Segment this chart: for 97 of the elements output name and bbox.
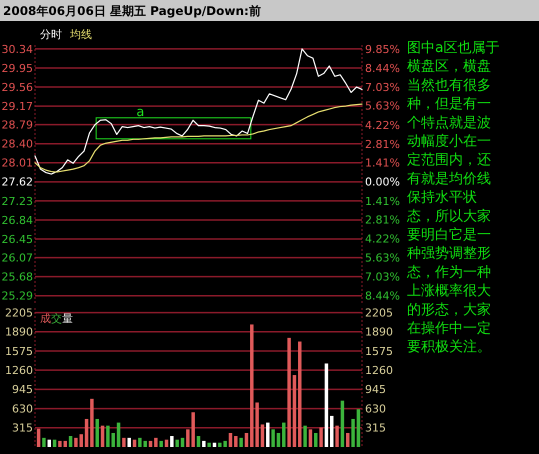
y-tick-label: 26.84 — [2, 214, 33, 227]
y-tick-label: 30.34 — [2, 42, 33, 56]
bar — [191, 412, 195, 447]
y-tick-label: 26.07 — [2, 251, 33, 264]
bar — [282, 422, 286, 447]
y-tick-label: 1890 — [5, 326, 33, 339]
bar — [68, 436, 72, 447]
y-tick-label: 315 — [12, 422, 33, 435]
y2-tick-label: 7.03% — [365, 270, 400, 284]
y-tick-label: 630 — [12, 402, 33, 416]
text: 分时 — [40, 28, 62, 41]
y2-tick-label: 1890 — [365, 326, 393, 339]
y2-tick-label: 945 — [365, 383, 386, 396]
bar — [159, 440, 163, 447]
bar — [95, 418, 99, 447]
bar — [122, 438, 126, 447]
bar — [143, 440, 147, 447]
bar — [314, 432, 318, 447]
bar — [58, 440, 62, 447]
text: 均线 — [69, 28, 92, 41]
bar — [36, 428, 40, 447]
bar — [48, 440, 51, 447]
y2-tick-label: 1.41% — [365, 156, 400, 170]
bar — [127, 438, 131, 447]
bar — [74, 438, 78, 447]
y-tick-label: 25.29 — [2, 290, 33, 303]
bar — [244, 432, 248, 447]
y-tick-label: 28.01 — [2, 156, 33, 170]
bar — [80, 434, 83, 447]
bar — [138, 438, 142, 447]
bar — [164, 440, 168, 447]
annotation: a — [136, 104, 144, 120]
bar — [298, 342, 302, 447]
y-tick-label: 25.68 — [2, 270, 33, 284]
y2-tick-label: 630 — [365, 402, 386, 416]
y2-tick-label: 5.63% — [365, 100, 400, 113]
bar — [234, 436, 238, 447]
bar — [303, 426, 307, 447]
y2-tick-label: 1575 — [365, 344, 393, 358]
bar — [340, 400, 344, 447]
bar — [207, 442, 211, 447]
bar — [228, 432, 232, 447]
y-tick-label: 29.95 — [2, 62, 33, 75]
bar — [42, 438, 46, 447]
y2-tick-label: 4.22% — [365, 118, 400, 132]
bar — [335, 426, 339, 447]
chart-title: 2008年06月06日 星期五 PageUp/Down:前 — [3, 4, 261, 18]
bar — [52, 440, 56, 447]
y2-tick-label: 5.63% — [365, 252, 400, 265]
bar — [64, 440, 67, 447]
y2-tick-label: 8.44% — [365, 290, 400, 303]
bar — [202, 440, 206, 447]
bar — [116, 422, 120, 447]
bar — [111, 432, 115, 447]
y-tick-label: 29.56 — [2, 80, 33, 94]
bar — [308, 429, 312, 447]
bar — [250, 324, 254, 447]
y-tick-label: 28.40 — [2, 138, 33, 151]
bar — [223, 440, 227, 447]
y2-tick-label: 8.44% — [365, 62, 400, 75]
y2-tick-label: 7.03% — [365, 80, 400, 94]
bar — [170, 436, 174, 447]
bar — [132, 440, 136, 447]
y2-tick-label: 2205 — [365, 306, 393, 320]
y-tick-label: 2205 — [5, 306, 33, 320]
bar — [100, 426, 104, 447]
y2-tick-label: 1.41% — [365, 194, 400, 208]
line-series — [34, 104, 363, 173]
y-tick-label: 27.62 — [2, 176, 33, 189]
bar — [346, 432, 350, 447]
bar — [175, 440, 179, 447]
bar — [239, 438, 243, 447]
bar — [324, 363, 328, 447]
y-tick-label: 26.45 — [2, 232, 33, 246]
bar — [106, 426, 110, 447]
y-tick-label: 1575 — [5, 344, 33, 358]
y2-tick-label: 4.22% — [365, 232, 400, 246]
bar — [212, 442, 216, 447]
bar — [319, 427, 323, 447]
y-tick-label: 1260 — [5, 364, 33, 378]
chart-title: 成交量 — [40, 312, 73, 325]
bar — [266, 422, 270, 447]
bar — [218, 442, 222, 447]
text: 图中a区也属于横盘区，横盘当然也有很多种，但是有一个特点就是波动幅度小在一定范围内，还有就是均价线保持水平状态，所以大家要明白它是一种强势调整形态，作为一种上涨概率很大的形态，大家在操作中一定要积极关注。 — [407, 40, 500, 356]
y2-tick-label: 1260 — [365, 364, 393, 378]
line-series — [34, 48, 363, 175]
y2-tick-label: 0.00% — [365, 176, 400, 189]
bar — [330, 416, 334, 447]
y-tick-label: 945 — [12, 383, 33, 396]
y-tick-label: 28.79 — [2, 118, 33, 132]
y2-tick-label: 315 — [365, 422, 386, 435]
bar — [186, 429, 190, 447]
y2-tick-label: 2.81% — [365, 214, 400, 227]
y2-tick-label: 2.81% — [365, 138, 400, 151]
y-tick-label: 27.23 — [2, 194, 33, 208]
y2-tick-label: 9.85% — [365, 42, 400, 56]
y-tick-label: 29.17 — [2, 100, 33, 113]
